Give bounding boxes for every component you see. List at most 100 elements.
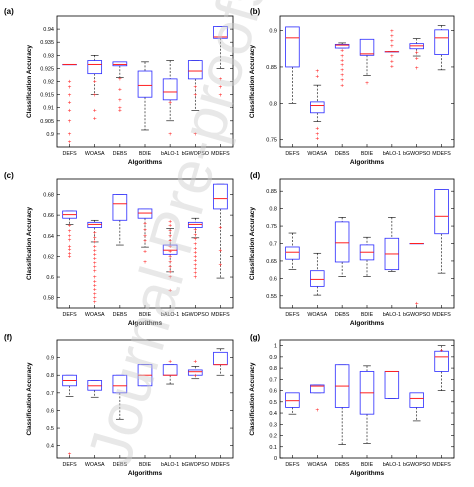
y-tick-label: 0.92 [43, 80, 54, 86]
x-tick-label: DEFS [285, 312, 300, 318]
chart-panel-5: (f) 0.4 0.5 0.6 0.7 0.8 0.9 DEFS WOASA DEBS BDIE bA… [4, 333, 234, 477]
outlier-marker: + [193, 266, 197, 273]
x-tick-label: BDIE [139, 151, 152, 157]
outlier-marker: + [68, 243, 72, 250]
chart-panel-1: (a) 0.9 0.905 0.91 0.915 0.92 0.925 0.93 0.935 0.… [4, 7, 234, 166]
outlier-marker: + [118, 87, 122, 94]
outlier-marker: + [93, 287, 97, 294]
box-debs: +++++ [112, 61, 128, 115]
outlier-marker: + [193, 236, 197, 243]
outlier-marker: + [340, 77, 344, 84]
box-bgwopso: + [409, 243, 424, 308]
x-tick-label: bALO-1 [161, 151, 179, 157]
box-mdefs: +++ [213, 26, 228, 99]
outlier-marker: + [219, 262, 223, 269]
outlier-marker: + [143, 221, 147, 228]
outlier-marker: + [93, 239, 97, 246]
outlier-marker: + [219, 84, 223, 91]
x-axis-title: Algorithms [350, 320, 385, 327]
y-tick-label: 0.4 [269, 411, 277, 417]
x-tick-label: MDEFS [211, 312, 230, 318]
outlier-marker: + [93, 268, 97, 275]
x-tick-label: bALO-1 [161, 462, 179, 468]
outlier-marker: + [168, 248, 172, 255]
outlier-marker: + [93, 79, 97, 86]
y-tick-label: 0.75 [266, 138, 277, 144]
outlier-marker: + [93, 282, 97, 289]
y-tick-label: 0.68 [43, 192, 54, 198]
outlier-marker: + [68, 223, 72, 230]
panel-label: (f) [4, 333, 12, 342]
outlier-marker: + [93, 291, 97, 298]
x-tick-label: DEFS [63, 151, 78, 157]
box-body [285, 26, 300, 68]
outlier-marker: + [193, 131, 197, 138]
panel-label: (c) [4, 171, 14, 180]
box-balo-1 [384, 370, 400, 399]
y-tick-label: 0.66 [43, 213, 54, 219]
outlier-marker: + [168, 223, 172, 230]
box-woasa: ++++ [87, 54, 103, 122]
outlier-marker: + [315, 407, 319, 414]
x-tick-label: DEBS [113, 312, 128, 318]
box-debs: ++++++++ [334, 42, 350, 89]
box-woasa: + [310, 384, 325, 414]
y-tick-label: 0.935 [40, 40, 54, 46]
x-axis-title: Algorithms [128, 320, 163, 327]
box-bdie: ++++++ [137, 208, 153, 266]
outlier-marker: + [193, 84, 197, 91]
outlier-marker: + [193, 232, 197, 239]
x-tick-label: WOASA [307, 312, 327, 318]
box-defs [285, 26, 300, 104]
y-tick-label: 0.5 [46, 426, 54, 432]
outlier-marker: + [219, 225, 223, 232]
outlier-marker: + [68, 84, 72, 91]
x-tick-label: bGWOPSO [182, 462, 209, 468]
box-body [434, 29, 449, 55]
outlier-marker: + [93, 260, 97, 267]
outlier-marker: + [390, 58, 394, 65]
outlier-marker: + [68, 118, 72, 125]
outlier-marker: + [415, 50, 419, 57]
box-balo-1: + [162, 358, 178, 385]
box-body [137, 208, 153, 219]
box-mdefs: + [434, 345, 449, 391]
box-body [112, 194, 128, 221]
outlier-marker: + [390, 63, 394, 70]
box-mdefs: +++ [213, 183, 228, 279]
outlier-marker: + [193, 245, 197, 252]
outlier-marker: + [168, 259, 172, 266]
outlier-marker: + [168, 228, 172, 235]
x-tick-label: bALO-1 [383, 462, 401, 468]
outlier-marker: + [340, 82, 344, 89]
panel-label: (b) [250, 7, 261, 16]
y-tick-label: 0.8 [269, 207, 277, 213]
box-debs [112, 194, 128, 246]
outlier-marker: + [219, 76, 223, 83]
box-body [434, 189, 449, 235]
box-bgwopso: ++ [187, 358, 203, 379]
box-debs [334, 364, 350, 445]
y-tick-label: 0.6 [269, 389, 277, 395]
y-tick-label: 0.1 [269, 445, 277, 451]
box-defs: ++++++++ [62, 210, 77, 261]
box-body [162, 78, 178, 101]
outlier-marker: + [340, 47, 344, 54]
outlier-marker: + [340, 53, 344, 60]
outlier-marker: + [415, 65, 419, 72]
x-tick-label: bGWOPSO [403, 462, 430, 468]
box-balo-1: +++++++++++++ [162, 219, 178, 295]
x-tick-label: DEBS [113, 462, 128, 468]
box-bgwopso: +++ [187, 60, 203, 138]
x-tick-label: WOASA [307, 462, 327, 468]
y-tick-label: 0.7 [46, 391, 54, 397]
panel-label: (g) [250, 333, 261, 342]
box-body [112, 61, 128, 67]
box-body [213, 351, 228, 366]
y-tick-label: 1 [274, 344, 277, 350]
outlier-marker: + [390, 53, 394, 60]
box-bdie [137, 61, 153, 131]
x-tick-label: BDIE [139, 312, 152, 318]
y-tick-label: 0.75 [266, 224, 277, 230]
outlier-marker: + [390, 43, 394, 50]
